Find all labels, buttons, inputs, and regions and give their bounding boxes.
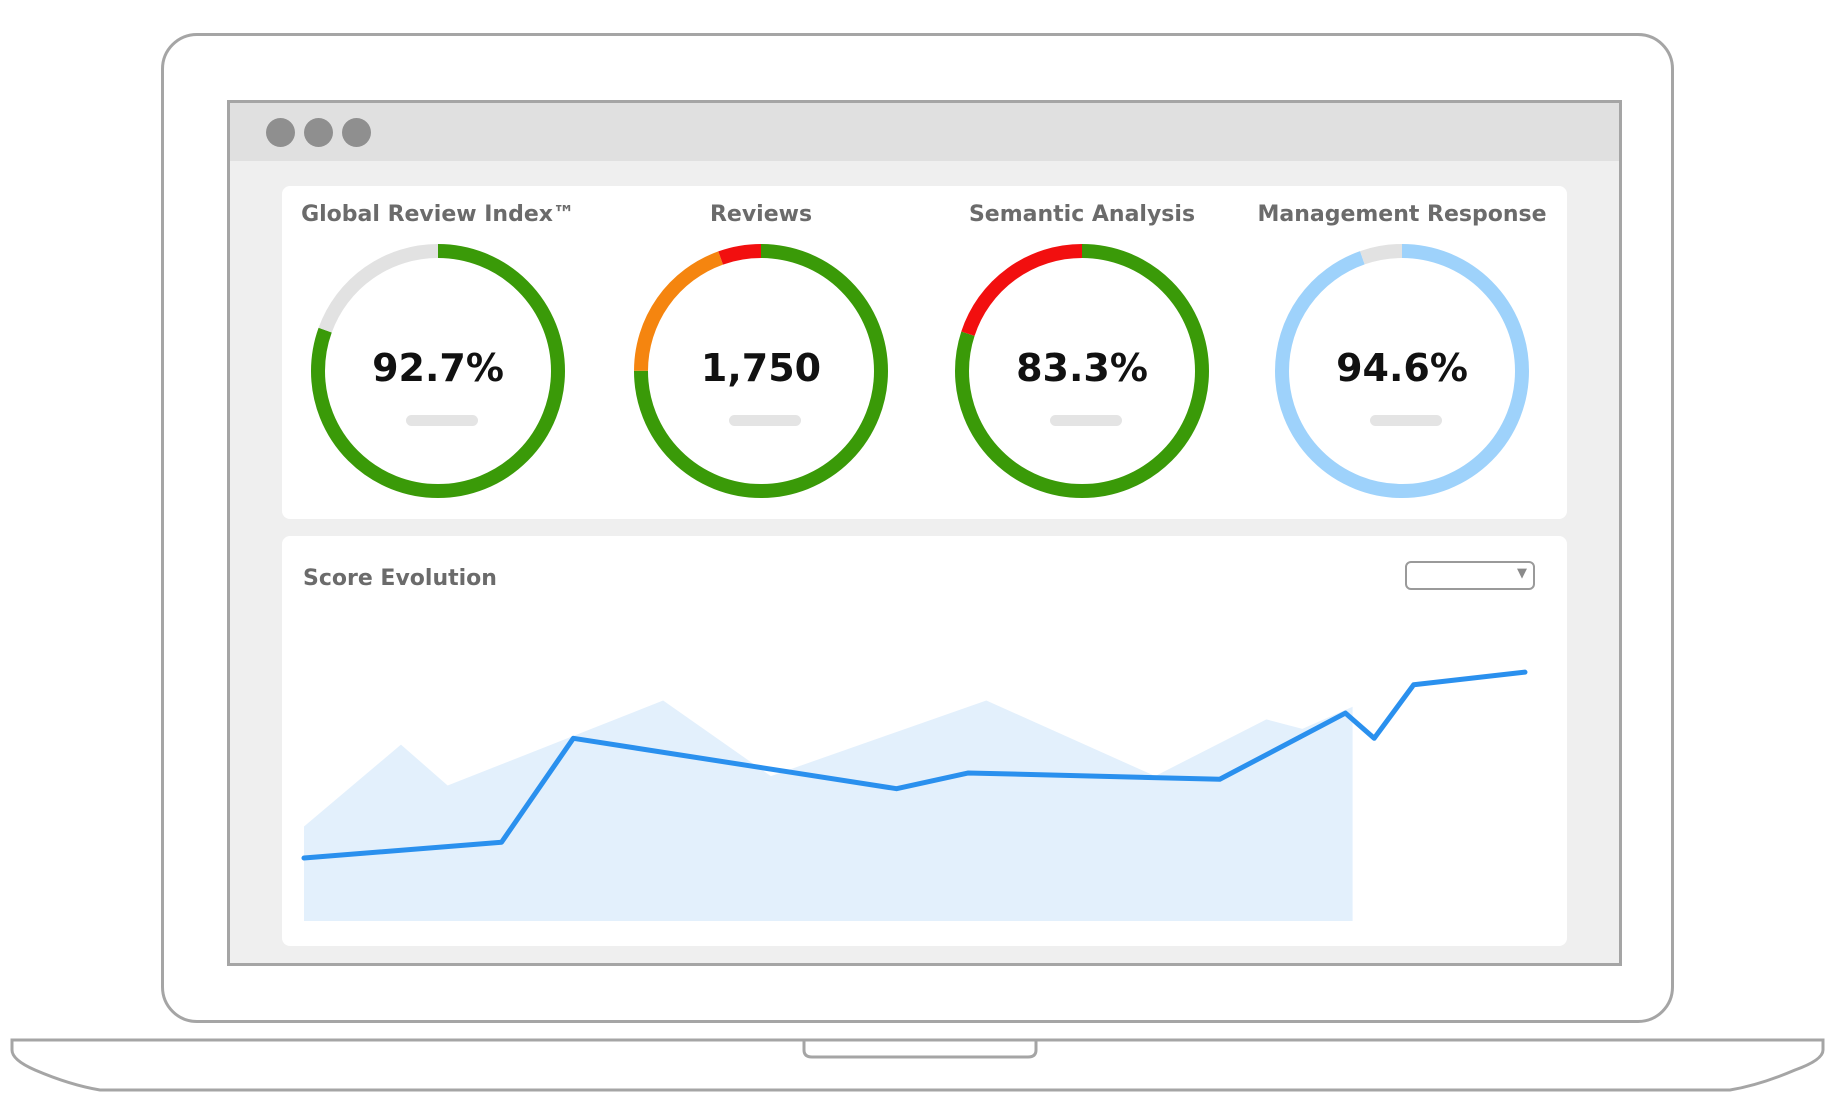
ring-segment-bad (955, 244, 1209, 498)
window-maximize-dot[interactable] (342, 118, 371, 147)
kpi-value: 92.7% (372, 346, 504, 390)
kpi-placeholder-bar (1050, 415, 1122, 426)
kpi-value: 83.3% (1016, 346, 1148, 390)
kpi-ring (311, 244, 565, 498)
kpi-ring (634, 244, 888, 498)
kpi-global-review-index: Global Review Index™ 92.7% (288, 186, 588, 519)
kpi-panel: Global Review Index™ 92.7% Reviews 1,750… (282, 186, 1567, 519)
kpi-management-response: Management Response 94.6% (1252, 186, 1552, 519)
laptop-base (10, 1038, 1825, 1092)
chart-title: Score Evolution (303, 566, 497, 591)
kpi-ring (1275, 244, 1529, 498)
period-select[interactable]: ▼ (1405, 561, 1535, 590)
kpi-title: Semantic Analysis (968, 202, 1196, 227)
score-evolution-panel: Score Evolution ▼ (282, 536, 1567, 946)
kpi-ring (955, 244, 1209, 498)
kpi-title: Reviews (709, 202, 813, 227)
chart-area-series (304, 700, 1353, 921)
window-close-dot[interactable] (266, 118, 295, 147)
browser-window: Global Review Index™ 92.7% Reviews 1,750… (227, 100, 1622, 966)
ring-segment-neutral (1275, 244, 1529, 498)
window-titlebar (230, 103, 1619, 161)
kpi-value: 1,750 (700, 346, 822, 390)
triangle-down-icon: ▼ (1517, 566, 1527, 581)
kpi-value: 94.6% (1336, 346, 1468, 390)
score-evolution-chart (301, 669, 1528, 921)
ring-segment-bad (634, 244, 888, 498)
kpi-placeholder-bar (406, 415, 478, 426)
ring-segment-neutral (311, 244, 565, 498)
kpi-placeholder-bar (729, 415, 801, 426)
kpi-title: Global Review Index™ (301, 202, 575, 227)
kpi-title: Management Response (1257, 202, 1547, 227)
kpi-reviews: Reviews 1,750 (611, 186, 911, 519)
trackpad-notch (802, 1041, 1038, 1059)
kpi-placeholder-bar (1370, 415, 1442, 426)
window-minimize-dot[interactable] (304, 118, 333, 147)
chart-line-series (301, 669, 1528, 861)
kpi-semantic-analysis: Semantic Analysis 83.3% (932, 186, 1232, 519)
